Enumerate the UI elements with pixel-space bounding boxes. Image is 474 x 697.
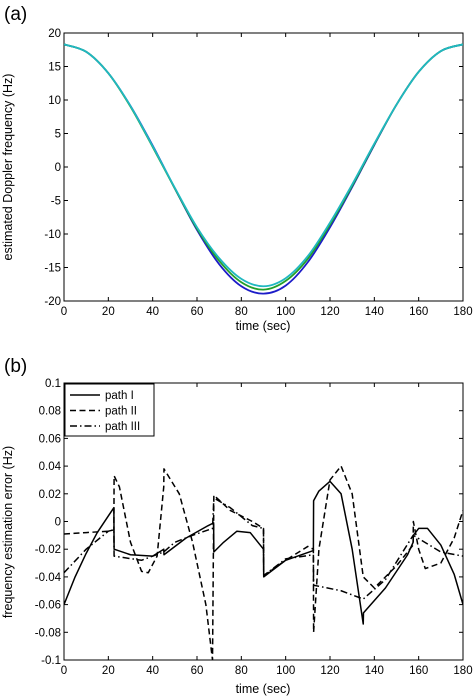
chart-b: (b) 0 20 40 60 80 100 120 140 160 180 -0.1 -0.08 -0.… <box>1 356 473 696</box>
y-tick-label: 20 <box>48 28 61 40</box>
series-line-2 <box>64 465 463 660</box>
y-tick-label: 0 <box>55 162 61 174</box>
y-tick-label: -10 <box>44 229 61 241</box>
y-tick-label: -0.04 <box>35 572 62 584</box>
y-axis-label-b: frequency estimation error (Hz) <box>1 446 15 618</box>
x-tick-label: 160 <box>409 306 428 318</box>
y-tick-label: 15 <box>48 62 61 74</box>
x-tick-label: 80 <box>235 306 248 318</box>
y-tick-label: -0.08 <box>35 627 61 639</box>
y-tick-label: 0.1 <box>45 378 61 390</box>
x-tick-label: 100 <box>276 665 295 677</box>
y-axis-label-a: estimated Doppler frequency (Hz) <box>1 74 15 261</box>
legend-entry: path II <box>105 406 137 418</box>
x-tick-label: 160 <box>409 665 428 677</box>
legend-entry: path I <box>105 390 134 402</box>
x-tick-label: 80 <box>235 665 248 677</box>
x-tick-label: 60 <box>191 306 204 318</box>
y-tick-label: 0.06 <box>39 433 61 445</box>
series-line-1 <box>64 43 463 295</box>
x-tick-label: 100 <box>276 306 295 318</box>
x-axis-label-a: time (sec) <box>236 319 291 333</box>
x-tick-label: 120 <box>320 306 339 318</box>
x-tick-label: 0 <box>61 665 67 677</box>
y-tick-label: 10 <box>48 95 61 107</box>
x-tick-label: 180 <box>453 306 472 318</box>
plot-area-a: 0 20 40 60 80 100 120 140 160 180 -20 -15 -10 -5 0 5 10 1… <box>44 28 472 318</box>
y-tick-label: -0.1 <box>41 655 61 667</box>
x-tick-label: 60 <box>191 665 204 677</box>
x-tick-label: 0 <box>61 306 67 318</box>
plot-frame <box>63 32 464 302</box>
x-tick-label: 20 <box>102 306 115 318</box>
y-tick-label: -15 <box>44 263 61 275</box>
y-tick-label: -20 <box>44 296 61 308</box>
panel-label-b: (b) <box>4 356 27 377</box>
series-line-3 <box>64 43 463 288</box>
y-tick-label: -0.02 <box>35 544 61 556</box>
y-tick-label: 0 <box>55 517 61 529</box>
legend-b: path I path II path III <box>64 383 155 437</box>
y-tick-label: 5 <box>55 129 61 141</box>
x-tick-label: 20 <box>102 665 115 677</box>
x-tick-label: 140 <box>365 665 384 677</box>
series-line-2 <box>64 43 463 291</box>
panel-label-a: (a) <box>4 4 27 25</box>
chart-a: (a) 0 20 40 60 80 100 120 140 160 180-20-15-10-50… <box>1 4 473 333</box>
y-tick-label: 0.04 <box>39 461 62 473</box>
x-tick-label: 180 <box>453 665 472 677</box>
x-tick-label: 40 <box>146 306 159 318</box>
y-tick-label: 0.08 <box>39 406 61 418</box>
x-tick-label: 140 <box>365 306 384 318</box>
y-tick-label: -0.06 <box>35 600 61 612</box>
legend-entry: path III <box>105 421 140 433</box>
y-tick-label: 0.02 <box>39 489 61 501</box>
plot-area-b: 0 20 40 60 80 100 120 140 160 180 -0.1 -0.08 -0.06 -0… <box>35 378 473 677</box>
series-line-3 <box>64 497 463 600</box>
y-tick-label: -5 <box>51 196 61 208</box>
x-tick-label: 120 <box>320 665 339 677</box>
x-tick-label: 40 <box>146 665 159 677</box>
x-axis-label-b: time (sec) <box>236 682 291 696</box>
